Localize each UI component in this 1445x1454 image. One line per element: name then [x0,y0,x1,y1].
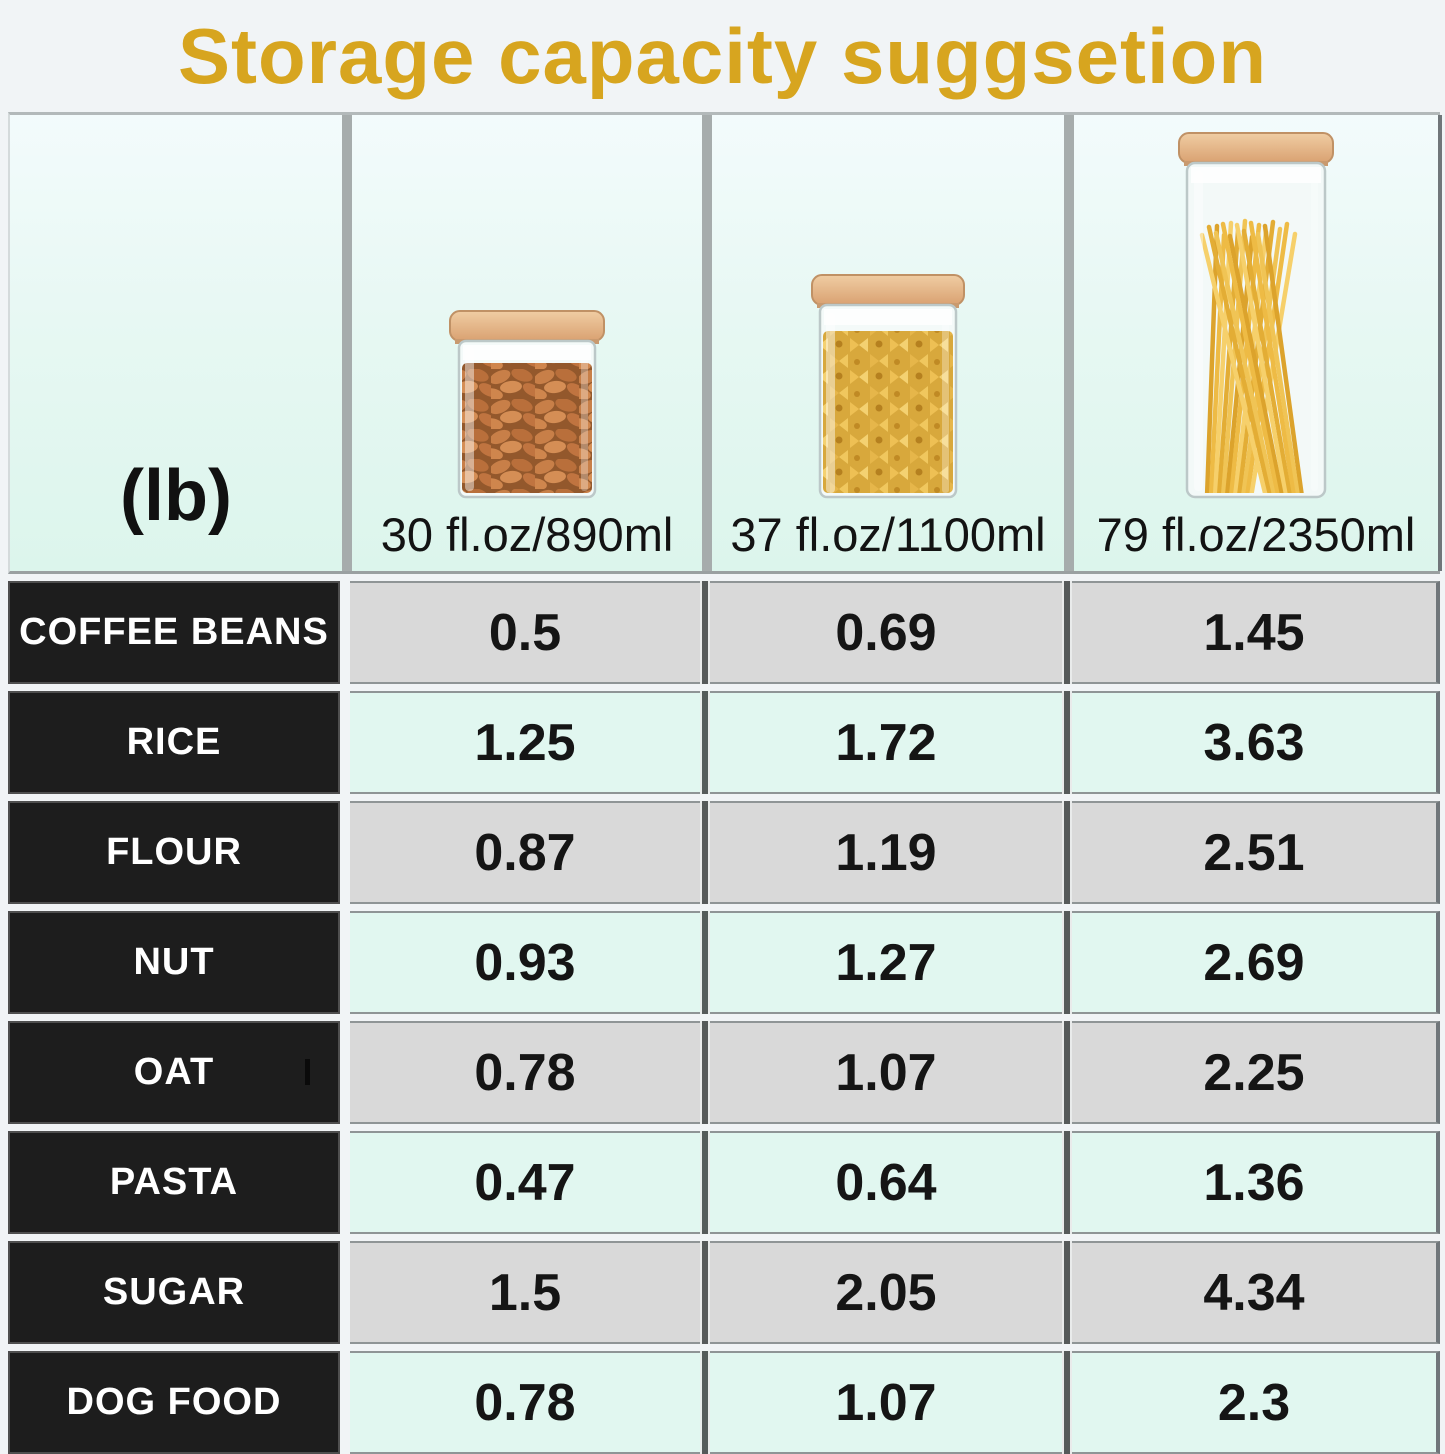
row-label: SUGAR [102,1271,246,1313]
column-divider [700,801,710,904]
value-cell: 4.34 [1072,1241,1440,1344]
table-row: COFFEE BEANS 0.5 0.69 1.45 [8,581,1440,684]
value-cell: 0.87 [350,801,700,904]
column-divider [1062,1131,1072,1234]
value-cell: 1.5 [350,1241,700,1344]
row-label-cell: PASTA [8,1131,340,1234]
table-row: FLOUR 0.87 1.19 2.51 [8,801,1440,904]
row-label: FLOUR [106,831,242,873]
table-header-row: (lb) [8,112,1442,574]
value-cell: 2.25 [1072,1021,1440,1124]
value-cell: 0.64 [710,1131,1062,1234]
row-label-cell: RICE [8,691,340,794]
value-cell: 0.93 [350,911,700,1014]
value-cell: 2.3 [1072,1351,1440,1454]
value-cell: 0.69 [710,581,1062,684]
value-cell: 0.5 [350,581,700,684]
table-row: NUT 0.93 1.27 2.69 [8,911,1440,1014]
row-label: COFFEE BEANS [19,611,329,653]
row-label: DOG FOOD [66,1381,282,1423]
column-divider [1062,1241,1072,1344]
table-row: SUGAR 1.5 2.05 4.34 [8,1241,1440,1344]
value-cell: 1.25 [350,691,700,794]
header-divider [342,115,352,571]
table-row: OAT 0.78 1.07 2.25 [8,1021,1440,1124]
stray-mark [305,1059,310,1085]
column-divider [700,1021,710,1124]
column-gap [340,801,350,904]
value-cell: 0.78 [350,1021,700,1124]
row-label-cell: DOG FOOD [8,1351,340,1454]
column-gap [340,1351,350,1454]
row-label-cell: FLOUR [8,801,340,904]
row-label-cell: OAT [8,1021,340,1124]
value-cell: 1.07 [710,1351,1062,1454]
farfalle-pasta-jar-icon [811,274,965,499]
value-cell: 1.27 [710,911,1062,1014]
column-header-small-jar: 30 fl.oz/890ml [352,115,702,571]
row-label: NUT [133,941,215,983]
page-title: Storage capacity suggsetion [178,11,1267,100]
column-divider [1062,801,1072,904]
unit-label: (lb) [120,456,232,536]
header-divider [702,115,712,571]
column-gap [340,581,350,684]
column-divider [1062,1351,1072,1454]
table-row: RICE 1.25 1.72 3.63 [8,691,1440,794]
row-label: OAT [133,1051,215,1093]
table-row: DOG FOOD 0.78 1.07 2.3 [8,1351,1440,1454]
row-label-cell: COFFEE BEANS [8,581,340,684]
column-divider [700,1241,710,1344]
almond-jar-icon [449,310,605,499]
value-cell: 1.72 [710,691,1062,794]
column-gap [340,911,350,1014]
column-divider [700,691,710,794]
size-label-37oz: 37 fl.oz/1100ml [730,507,1046,561]
value-cell: 3.63 [1072,691,1440,794]
value-cell: 2.05 [710,1241,1062,1344]
row-label: PASTA [109,1161,239,1203]
size-label-30oz: 30 fl.oz/890ml [380,507,674,561]
title-bar: Storage capacity suggsetion [0,0,1445,112]
row-label-cell: SUGAR [8,1241,340,1344]
column-gap [340,1131,350,1234]
spaghetti-strands [1199,218,1305,493]
column-divider [700,1131,710,1234]
column-divider [700,581,710,684]
value-cell: 2.51 [1072,801,1440,904]
column-gap [340,1241,350,1344]
column-divider [1062,911,1072,1014]
column-header-medium-jar: 37 fl.oz/1100ml [712,115,1064,571]
value-cell: 1.07 [710,1021,1062,1124]
column-divider [1062,691,1072,794]
row-label-cell: NUT [8,911,340,1014]
value-cell: 2.69 [1072,911,1440,1014]
table-row: PASTA 0.47 0.64 1.36 [8,1131,1440,1234]
value-cell: 0.47 [350,1131,700,1234]
value-cell: 0.78 [350,1351,700,1454]
value-cell: 1.45 [1072,581,1440,684]
column-divider [1062,581,1072,684]
column-divider [700,911,710,1014]
row-label: RICE [126,721,222,763]
value-cell: 1.19 [710,801,1062,904]
column-header-large-jar: 79 fl.oz/2350ml [1074,115,1442,571]
column-divider [700,1351,710,1454]
column-gap [340,691,350,794]
spaghetti-jar-icon [1178,132,1334,499]
capacity-table: (lb) [8,112,1442,1454]
size-label-79oz: 79 fl.oz/2350ml [1096,507,1416,561]
unit-header-cell: (lb) [10,115,342,571]
column-gap [340,1021,350,1124]
column-divider [1062,1021,1072,1124]
header-divider [1064,115,1074,571]
value-cell: 1.36 [1072,1131,1440,1234]
